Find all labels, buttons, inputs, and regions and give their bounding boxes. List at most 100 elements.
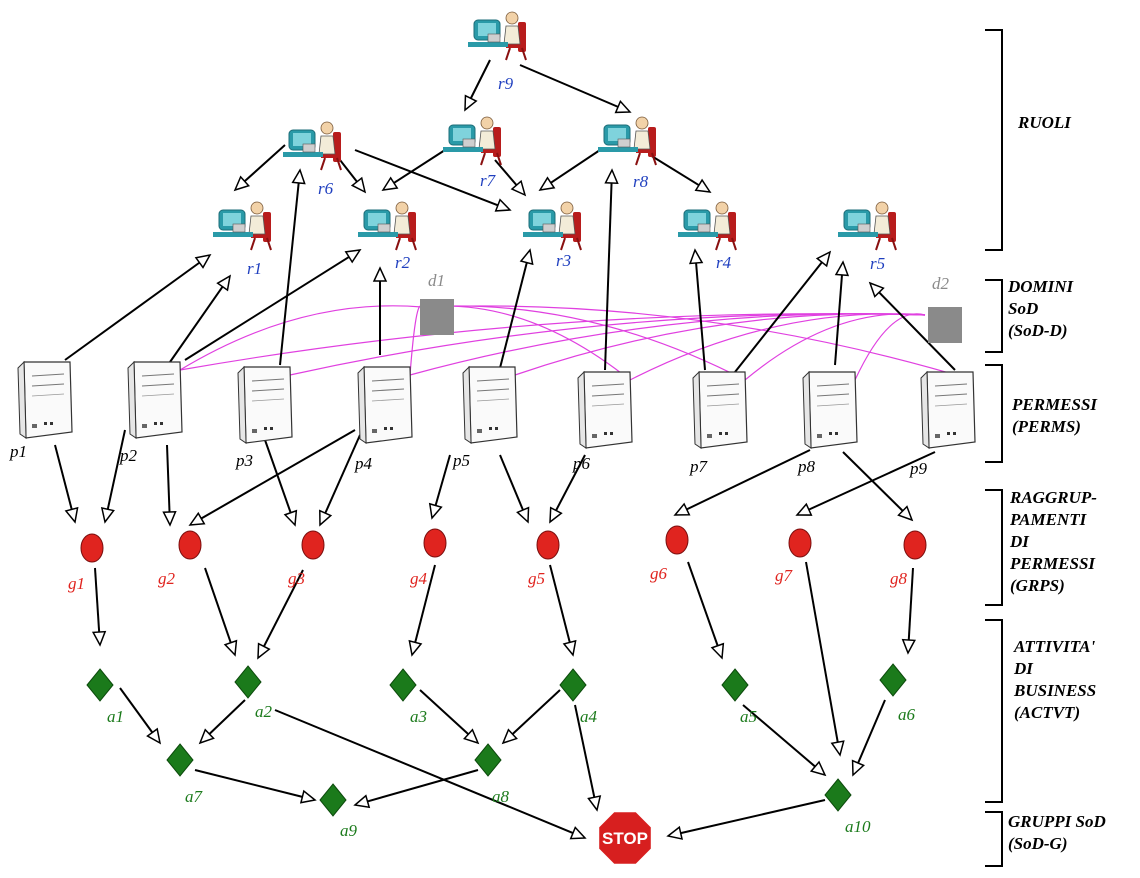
activity-node-a7 — [166, 743, 194, 777]
edge-p8-r5 — [834, 260, 850, 366]
edge-a4-stop — [574, 704, 602, 812]
edge-p2-g1 — [100, 429, 126, 524]
domain-label-d1: d1 — [428, 271, 445, 290]
permission-node-p2 — [127, 360, 183, 439]
edge-r9-r8 — [519, 64, 632, 114]
activity-node-a8 — [474, 743, 502, 777]
group-label-g3: g3 — [288, 569, 305, 588]
domain-link-d2-p4 — [409, 313, 926, 376]
activity-label-a2: a2 — [255, 702, 272, 721]
edge-g8-a6 — [901, 567, 916, 655]
permission-label-p1: p1 — [10, 442, 27, 461]
role-node-r5 — [838, 201, 897, 251]
activity-node-a2 — [234, 665, 262, 699]
role-label-r2: r2 — [395, 253, 411, 272]
edge-a2-a7 — [198, 699, 246, 745]
permission-label-p4: p4 — [355, 454, 372, 473]
domain-link-d1-p2 — [179, 305, 423, 371]
edge-p5-g5 — [499, 454, 530, 524]
group-node-g3 — [301, 530, 325, 560]
edge-p5-r3 — [499, 248, 534, 369]
edge-a4-a8 — [501, 689, 561, 745]
group-label-g2: g2 — [158, 569, 175, 588]
edge-a3-a8 — [419, 689, 480, 745]
edge-g2-a2 — [204, 567, 238, 657]
edge-r6-r2 — [339, 159, 367, 194]
role-node-r8 — [598, 116, 657, 166]
permission-node-p4 — [357, 365, 413, 444]
edge-a2-stop — [274, 709, 587, 840]
group-label-g7: g7 — [775, 566, 792, 585]
bracket-ruoli — [985, 29, 1003, 251]
edge-p7-r4 — [688, 248, 706, 371]
role-label-r5: r5 — [870, 254, 886, 273]
edge-r7-r2 — [381, 149, 446, 191]
bracket-gruppi — [985, 811, 1003, 867]
edge-r7-r3 — [494, 159, 527, 197]
edge-p6-g5 — [549, 454, 586, 524]
bracket-domini — [985, 279, 1003, 353]
edge-p2-r2 — [184, 249, 362, 361]
edge-p9-r5 — [868, 281, 956, 371]
group-label-g4: g4 — [410, 569, 427, 588]
domain-link-d1-p9 — [421, 305, 974, 381]
group-node-g7 — [788, 528, 812, 558]
permission-label-p5: p5 — [453, 451, 470, 470]
edge-a5-a10 — [742, 704, 827, 777]
edge-p3-g3 — [264, 439, 298, 527]
edge-p5-g4 — [428, 454, 451, 520]
domain-node-d1 — [420, 299, 454, 335]
activity-node-a5 — [721, 668, 749, 702]
role-node-r2 — [358, 201, 417, 251]
permission-node-p5 — [462, 365, 518, 444]
role-node-r6 — [283, 121, 342, 171]
permission-label-p6: p6 — [573, 454, 590, 473]
bracket-attivita — [985, 619, 1003, 803]
domain-link-d2-p7 — [744, 313, 926, 381]
section-label-gruppi: GRUPPI SoD (SoD-G) — [1008, 812, 1106, 853]
activity-label-a8: a8 — [492, 787, 509, 806]
activity-label-a10: a10 — [845, 817, 871, 836]
group-node-g4 — [423, 528, 447, 558]
group-node-g2 — [178, 530, 202, 560]
edge-r6-r3 — [354, 149, 512, 212]
role-label-r6: r6 — [318, 179, 334, 198]
section-brackets — [985, 29, 1003, 867]
group-node-g1 — [80, 533, 104, 563]
edge-p4-g3 — [319, 434, 361, 527]
permission-node-p1 — [17, 360, 73, 439]
permission-node-p3 — [237, 365, 293, 444]
permission-label-p3: p3 — [236, 451, 253, 470]
section-label-permessi: PERMESSI (PERMS) — [1012, 395, 1098, 436]
role-node-r1 — [213, 201, 272, 251]
activity-node-a6 — [879, 663, 907, 697]
role-node-r9 — [468, 11, 527, 61]
bracket-permessi — [985, 364, 1003, 463]
domain-link-d2-p8 — [854, 313, 926, 381]
group-node-g6 — [665, 525, 689, 555]
permission-label-p7: p7 — [690, 457, 707, 476]
edge-a8-a9 — [353, 769, 479, 809]
role-label-r7: r7 — [480, 171, 496, 190]
stop-sign: STOP — [597, 810, 653, 866]
activity-label-a7: a7 — [185, 787, 202, 806]
bracket-raggruppamenti — [985, 489, 1003, 606]
edge-g3-a2 — [257, 569, 304, 660]
edge-a6-a10 — [851, 699, 886, 777]
edge-g6-a5 — [687, 561, 725, 660]
role-label-r1: r1 — [247, 259, 263, 278]
activity-label-a3: a3 — [410, 707, 427, 726]
activity-node-a4 — [559, 668, 587, 702]
role-node-r7 — [443, 116, 502, 166]
nodes-layer: STOP — [17, 11, 976, 866]
edge-p3-r6 — [279, 168, 306, 366]
permission-label-p8: p8 — [798, 457, 815, 476]
edge-g7-a10 — [805, 561, 845, 757]
group-label-g6: g6 — [650, 564, 667, 583]
edge-p4-r2 — [372, 266, 388, 355]
section-label-domini: DOMINI SoD (SoD-D) — [1008, 277, 1074, 340]
activity-label-a1: a1 — [107, 707, 124, 726]
edge-a1-a7 — [119, 687, 162, 745]
